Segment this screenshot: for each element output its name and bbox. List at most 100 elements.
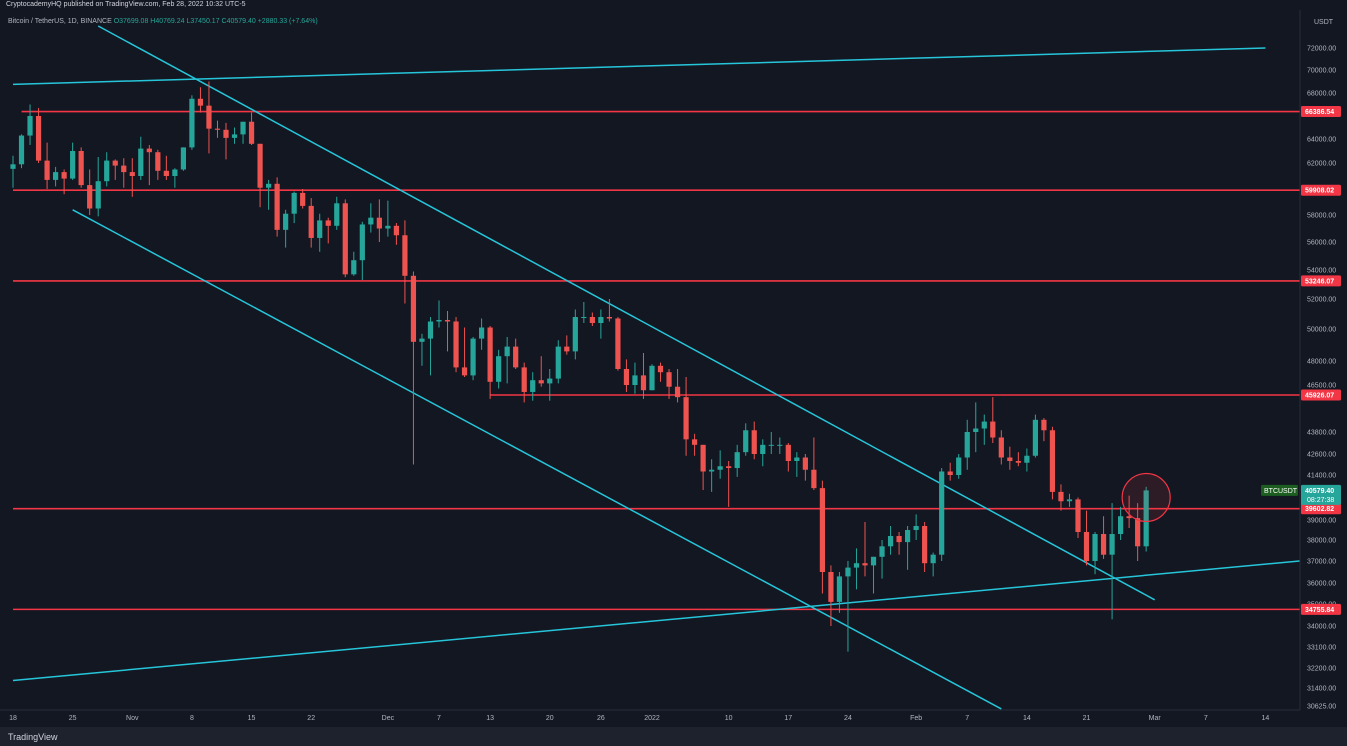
candle-body	[410, 275, 417, 342]
price-tick-label: 50000.00	[1307, 327, 1336, 334]
candle-body	[214, 128, 221, 130]
candle-body	[657, 365, 664, 373]
candle-body	[538, 380, 544, 384]
time-tick-label: 20	[546, 715, 554, 722]
candle-body	[1109, 534, 1115, 555]
candle-body	[853, 563, 860, 568]
candle-body	[266, 183, 272, 188]
price-tick-label: 48000.00	[1307, 359, 1336, 366]
time-tick-label: 10	[725, 715, 733, 722]
candle-body	[606, 317, 612, 319]
candle-body	[163, 170, 169, 176]
candle-body	[777, 444, 783, 446]
candle-body	[913, 526, 919, 530]
time-tick-label: 7	[437, 715, 441, 722]
candle-body	[1126, 516, 1132, 519]
candle-body	[819, 488, 825, 572]
candle-body	[828, 572, 834, 602]
level-label: 53246.07	[1305, 278, 1334, 285]
candle-body	[189, 98, 195, 148]
candle-body	[751, 430, 757, 454]
candle-body	[461, 367, 468, 376]
level-label: 59908.02	[1305, 188, 1334, 195]
candle-body	[496, 356, 502, 382]
price-tick-label: 38000.00	[1307, 538, 1336, 545]
time-tick-label: 21	[1083, 715, 1091, 722]
currency-label: USDT	[1314, 19, 1334, 26]
candle-body	[717, 466, 723, 470]
price-chart[interactable]: USDT 72000.00 70000.00 68000.00 64000.00 620…	[0, 0, 1347, 727]
candle-body	[402, 235, 408, 276]
time-tick-label: 7	[965, 715, 969, 722]
candle-body	[785, 444, 791, 461]
candle-body	[300, 192, 306, 206]
candle-body	[138, 148, 144, 176]
candle-body	[734, 452, 740, 468]
candle-body	[1100, 534, 1107, 555]
candle-body	[87, 185, 93, 209]
time-tick-label: 8	[190, 715, 194, 722]
level-label-bg	[1301, 503, 1341, 515]
time-tick-label: 14	[1262, 715, 1270, 722]
candle-body	[18, 135, 25, 165]
price-axis-panel	[1300, 10, 1347, 710]
candle-body	[155, 152, 161, 171]
candle-body	[802, 457, 808, 470]
price-tick-label: 68000.00	[1307, 91, 1336, 98]
tradingview-logo[interactable]: TradingView	[8, 732, 58, 742]
candle-body	[598, 317, 604, 323]
candle-body	[870, 556, 877, 566]
candle-body	[1015, 461, 1021, 463]
candle-body	[521, 367, 527, 392]
candle-body	[973, 428, 979, 432]
candle-body	[129, 172, 135, 176]
candle-body	[998, 437, 1004, 458]
candle-body	[419, 338, 425, 342]
candle-body	[95, 181, 101, 209]
level-label-bg	[1301, 275, 1341, 287]
candle-body	[930, 554, 936, 564]
candle-body	[257, 143, 263, 188]
price-tick-label: 39000.00	[1307, 518, 1336, 525]
publisher-header: CryptocademyHQ published on TradingView.…	[6, 1, 246, 8]
candle-body	[922, 526, 928, 564]
time-tick-label: 7	[1204, 715, 1208, 722]
candle-body	[743, 430, 749, 453]
candle-body	[470, 338, 476, 376]
candle-body	[1118, 516, 1124, 534]
time-tick-label: Feb	[910, 715, 922, 722]
footer-bar: TradingView	[0, 727, 1347, 746]
price-tick-label: 62000.00	[1307, 161, 1336, 168]
candle-body	[10, 164, 16, 169]
time-tick-label: Dec	[382, 715, 395, 722]
candle-body	[547, 378, 553, 384]
price-tick-label: 64000.00	[1307, 137, 1336, 144]
candle-body	[376, 217, 382, 229]
candle-body	[555, 346, 561, 379]
time-tick-label: 25	[69, 715, 77, 722]
candle-body	[393, 225, 399, 236]
candle-body	[385, 225, 391, 229]
candle-body	[359, 224, 365, 261]
level-label: 66386.54	[1305, 109, 1334, 116]
price-tick-label: 43800.00	[1307, 430, 1336, 437]
price-tick-label: 33100.00	[1307, 645, 1336, 652]
last-price-label: BTCUSDT 40579.40 08:27:38	[1261, 484, 1341, 505]
candle-body	[845, 567, 851, 577]
candle-body	[368, 217, 374, 225]
candle-body	[334, 203, 340, 226]
candle-body	[504, 346, 510, 357]
candle-body	[896, 536, 902, 543]
symbol-name: Bitcoin / TetherUS, 1D, BINANCE	[8, 18, 112, 25]
price-tick-label: 42600.00	[1307, 452, 1336, 459]
candle-body	[564, 346, 570, 352]
candle-body	[121, 165, 127, 173]
countdown: 08:27:38	[1307, 497, 1334, 504]
candle-body	[223, 129, 229, 138]
time-tick-label: 18	[9, 715, 17, 722]
time-axis: 18 25 Nov 8 15 22 Dec 7 13 20 26 2022 10 17 24 Feb 7 14 21…	[9, 715, 1269, 722]
price-tick-label: 46500.00	[1307, 383, 1336, 390]
candle-body	[530, 380, 536, 392]
candle-body	[197, 98, 204, 106]
candle-body	[760, 444, 766, 454]
